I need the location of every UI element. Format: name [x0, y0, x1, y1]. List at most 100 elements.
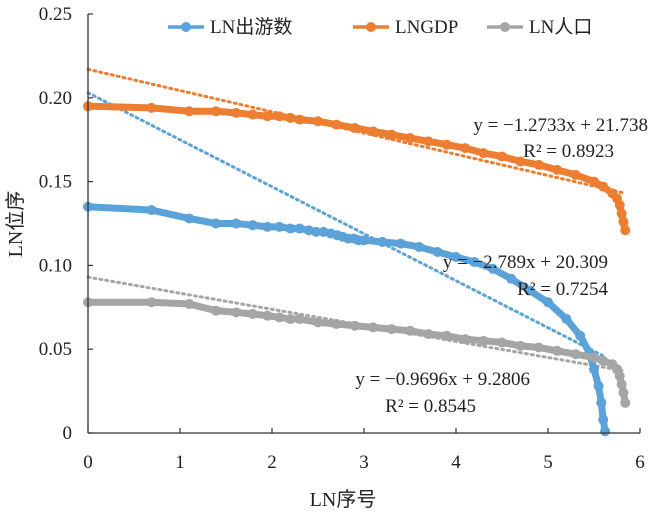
data-point	[184, 213, 195, 224]
data-point	[487, 263, 498, 274]
x-tick-label: 2	[267, 452, 277, 473]
data-point	[349, 320, 360, 331]
data-point	[618, 387, 629, 398]
x-tick-label: 3	[359, 452, 369, 473]
y-tick-label: 0	[63, 423, 73, 444]
y-axis-title: LN位序	[4, 191, 27, 258]
data-point	[570, 349, 581, 360]
data-point	[331, 119, 342, 130]
data-point	[262, 111, 273, 122]
data-point	[533, 159, 544, 170]
data-point	[231, 107, 242, 118]
legend-label-2: LN人口	[529, 16, 592, 38]
data-point	[231, 218, 242, 229]
data-point	[247, 220, 258, 231]
data-point	[274, 221, 285, 232]
data-point	[460, 334, 471, 345]
data-point	[386, 324, 397, 335]
data-point	[620, 397, 631, 408]
legend-marker-1	[366, 22, 376, 32]
data-point	[285, 112, 296, 123]
data-point	[368, 126, 379, 137]
data-point	[441, 330, 452, 341]
data-point	[294, 314, 305, 325]
data-point	[620, 225, 631, 236]
y-tick-label: 0.05	[39, 339, 72, 360]
trend-r2-0: R² = 0.7254	[517, 279, 608, 300]
data-point	[598, 181, 609, 192]
data-point	[616, 208, 627, 219]
x-tick-label: 0	[83, 452, 93, 473]
data-point	[596, 397, 607, 408]
data-point	[589, 176, 599, 187]
y-tick-label: 0.20	[39, 88, 72, 109]
trendline-0	[86, 91, 605, 358]
trend-r2-1: R² = 0.8923	[523, 141, 614, 162]
legend-marker-0	[181, 22, 191, 32]
legend-label-0: LN出游数	[210, 16, 292, 38]
legend: LN出游数 LNGDP LN人口	[168, 16, 592, 38]
data-point	[575, 330, 586, 341]
data-point	[506, 273, 517, 284]
data-point	[331, 319, 342, 330]
data-point	[184, 298, 195, 309]
data-point	[423, 136, 434, 147]
data-point	[614, 200, 625, 211]
data-point	[262, 310, 273, 321]
data-point	[618, 216, 629, 227]
x-tick-label: 1	[175, 452, 185, 473]
data-point	[146, 297, 157, 308]
data-point	[386, 129, 397, 140]
data-point	[589, 352, 599, 363]
data-point	[311, 226, 322, 237]
data-point	[451, 252, 461, 263]
y-tick-label: 0.15	[39, 172, 72, 193]
data-point	[460, 143, 471, 154]
data-point	[616, 379, 627, 390]
data-point	[359, 235, 369, 246]
x-tick-label: 6	[635, 452, 645, 473]
data-point	[349, 122, 360, 133]
data-point	[294, 223, 305, 234]
data-point	[543, 297, 553, 308]
legend-marker-2	[500, 22, 510, 32]
data-point	[589, 364, 599, 375]
data-point	[405, 325, 415, 336]
axes	[87, 13, 641, 434]
data-point	[614, 371, 625, 382]
x-axis-title: LN序号	[310, 488, 377, 511]
data-point	[497, 151, 507, 162]
data-point	[524, 285, 535, 296]
data-point	[570, 169, 581, 180]
trend-equations: y = −2.789x + 20.309 R² = 0.7254 y = −1.27…	[355, 115, 648, 417]
data-point	[184, 106, 195, 117]
data-point	[600, 426, 611, 437]
data-point	[432, 246, 443, 257]
data-point	[405, 133, 415, 144]
data-point	[478, 335, 489, 346]
data-point	[368, 322, 379, 333]
data-point	[423, 329, 434, 340]
x-tick-label: 4	[451, 452, 461, 473]
tick-labels: 0 0.05 0.10 0.15 0.20 0.25 0 1 2 3 4 5 6	[39, 4, 645, 473]
data-point	[515, 156, 526, 167]
data-point	[552, 164, 563, 175]
data-point	[247, 109, 258, 120]
data-point	[146, 205, 157, 216]
data-point	[313, 116, 323, 127]
data-point	[274, 111, 285, 122]
legend-label-1: LNGDP	[395, 17, 458, 38]
data-point	[497, 337, 507, 348]
data-point	[515, 340, 526, 351]
series-2	[83, 297, 631, 408]
data-point	[598, 355, 609, 366]
data-point	[552, 345, 563, 356]
data-point	[231, 307, 242, 318]
trend-equation-1: y = −1.2733x + 21.738	[473, 115, 648, 136]
data-point	[598, 414, 609, 425]
series-1	[83, 101, 631, 236]
data-point	[274, 312, 285, 323]
data-point	[285, 223, 296, 234]
data-point	[593, 381, 604, 392]
